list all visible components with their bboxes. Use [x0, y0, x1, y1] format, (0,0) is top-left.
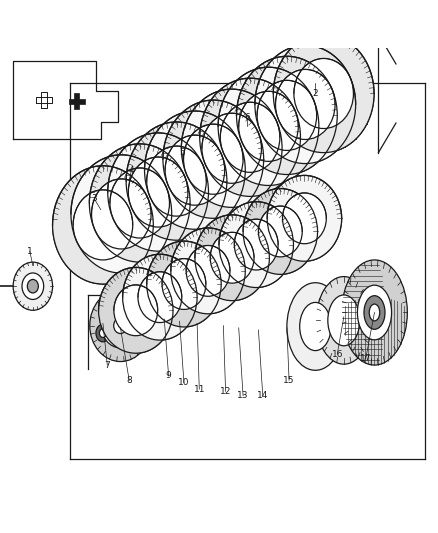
- Ellipse shape: [218, 67, 319, 185]
- Text: 12: 12: [220, 387, 231, 396]
- Ellipse shape: [114, 285, 158, 336]
- Ellipse shape: [200, 78, 300, 197]
- Ellipse shape: [13, 262, 53, 310]
- Ellipse shape: [163, 100, 264, 219]
- Ellipse shape: [171, 228, 245, 314]
- Ellipse shape: [328, 295, 360, 346]
- Ellipse shape: [287, 282, 344, 370]
- Ellipse shape: [96, 324, 110, 342]
- Ellipse shape: [102, 303, 139, 348]
- Text: 7: 7: [104, 360, 110, 369]
- Ellipse shape: [294, 59, 353, 128]
- Ellipse shape: [219, 201, 293, 287]
- Ellipse shape: [267, 175, 342, 261]
- Ellipse shape: [165, 135, 225, 205]
- Ellipse shape: [128, 157, 188, 227]
- Ellipse shape: [162, 259, 206, 310]
- Ellipse shape: [186, 246, 230, 296]
- Ellipse shape: [108, 133, 208, 251]
- Ellipse shape: [276, 69, 335, 140]
- Ellipse shape: [357, 285, 392, 340]
- Ellipse shape: [53, 166, 153, 284]
- Ellipse shape: [283, 193, 326, 244]
- Ellipse shape: [202, 113, 261, 183]
- Ellipse shape: [364, 296, 385, 329]
- Ellipse shape: [89, 144, 190, 262]
- Text: 4: 4: [129, 166, 134, 175]
- Ellipse shape: [237, 56, 337, 174]
- Ellipse shape: [300, 302, 331, 351]
- Text: 9: 9: [166, 372, 172, 381]
- Text: 8: 8: [126, 376, 132, 385]
- Ellipse shape: [126, 122, 227, 240]
- Bar: [74, 93, 79, 109]
- Ellipse shape: [147, 241, 221, 327]
- Text: 15: 15: [283, 376, 295, 385]
- Ellipse shape: [369, 304, 380, 321]
- Text: 13: 13: [237, 391, 249, 400]
- Ellipse shape: [71, 155, 172, 273]
- Text: 17: 17: [360, 354, 371, 363]
- Ellipse shape: [210, 232, 254, 283]
- Ellipse shape: [22, 273, 44, 300]
- Ellipse shape: [123, 254, 197, 340]
- Ellipse shape: [243, 189, 318, 274]
- Text: 5: 5: [179, 148, 185, 157]
- Text: 2: 2: [313, 89, 318, 98]
- Ellipse shape: [147, 146, 206, 216]
- Text: 10: 10: [178, 378, 190, 387]
- Ellipse shape: [99, 329, 106, 337]
- Ellipse shape: [342, 260, 407, 365]
- Ellipse shape: [73, 190, 133, 260]
- Text: 1: 1: [27, 247, 33, 256]
- Ellipse shape: [316, 277, 371, 364]
- Bar: [69, 99, 85, 104]
- Text: 6: 6: [244, 113, 251, 122]
- Ellipse shape: [234, 219, 278, 270]
- Ellipse shape: [110, 168, 170, 238]
- Text: 16: 16: [332, 350, 343, 359]
- Ellipse shape: [181, 89, 282, 207]
- Ellipse shape: [273, 34, 374, 152]
- Ellipse shape: [184, 124, 243, 194]
- Ellipse shape: [220, 102, 280, 172]
- Ellipse shape: [92, 179, 151, 249]
- Ellipse shape: [145, 111, 245, 229]
- Ellipse shape: [114, 318, 127, 334]
- Ellipse shape: [90, 290, 151, 361]
- Text: 14: 14: [257, 391, 268, 400]
- Ellipse shape: [257, 80, 317, 150]
- Ellipse shape: [99, 268, 173, 353]
- Ellipse shape: [195, 215, 269, 301]
- Ellipse shape: [138, 272, 182, 322]
- Ellipse shape: [239, 91, 298, 161]
- Ellipse shape: [255, 45, 356, 164]
- Ellipse shape: [27, 279, 39, 293]
- Ellipse shape: [108, 311, 133, 341]
- Text: 11: 11: [194, 385, 205, 394]
- Ellipse shape: [258, 206, 302, 257]
- Text: 3: 3: [91, 194, 97, 203]
